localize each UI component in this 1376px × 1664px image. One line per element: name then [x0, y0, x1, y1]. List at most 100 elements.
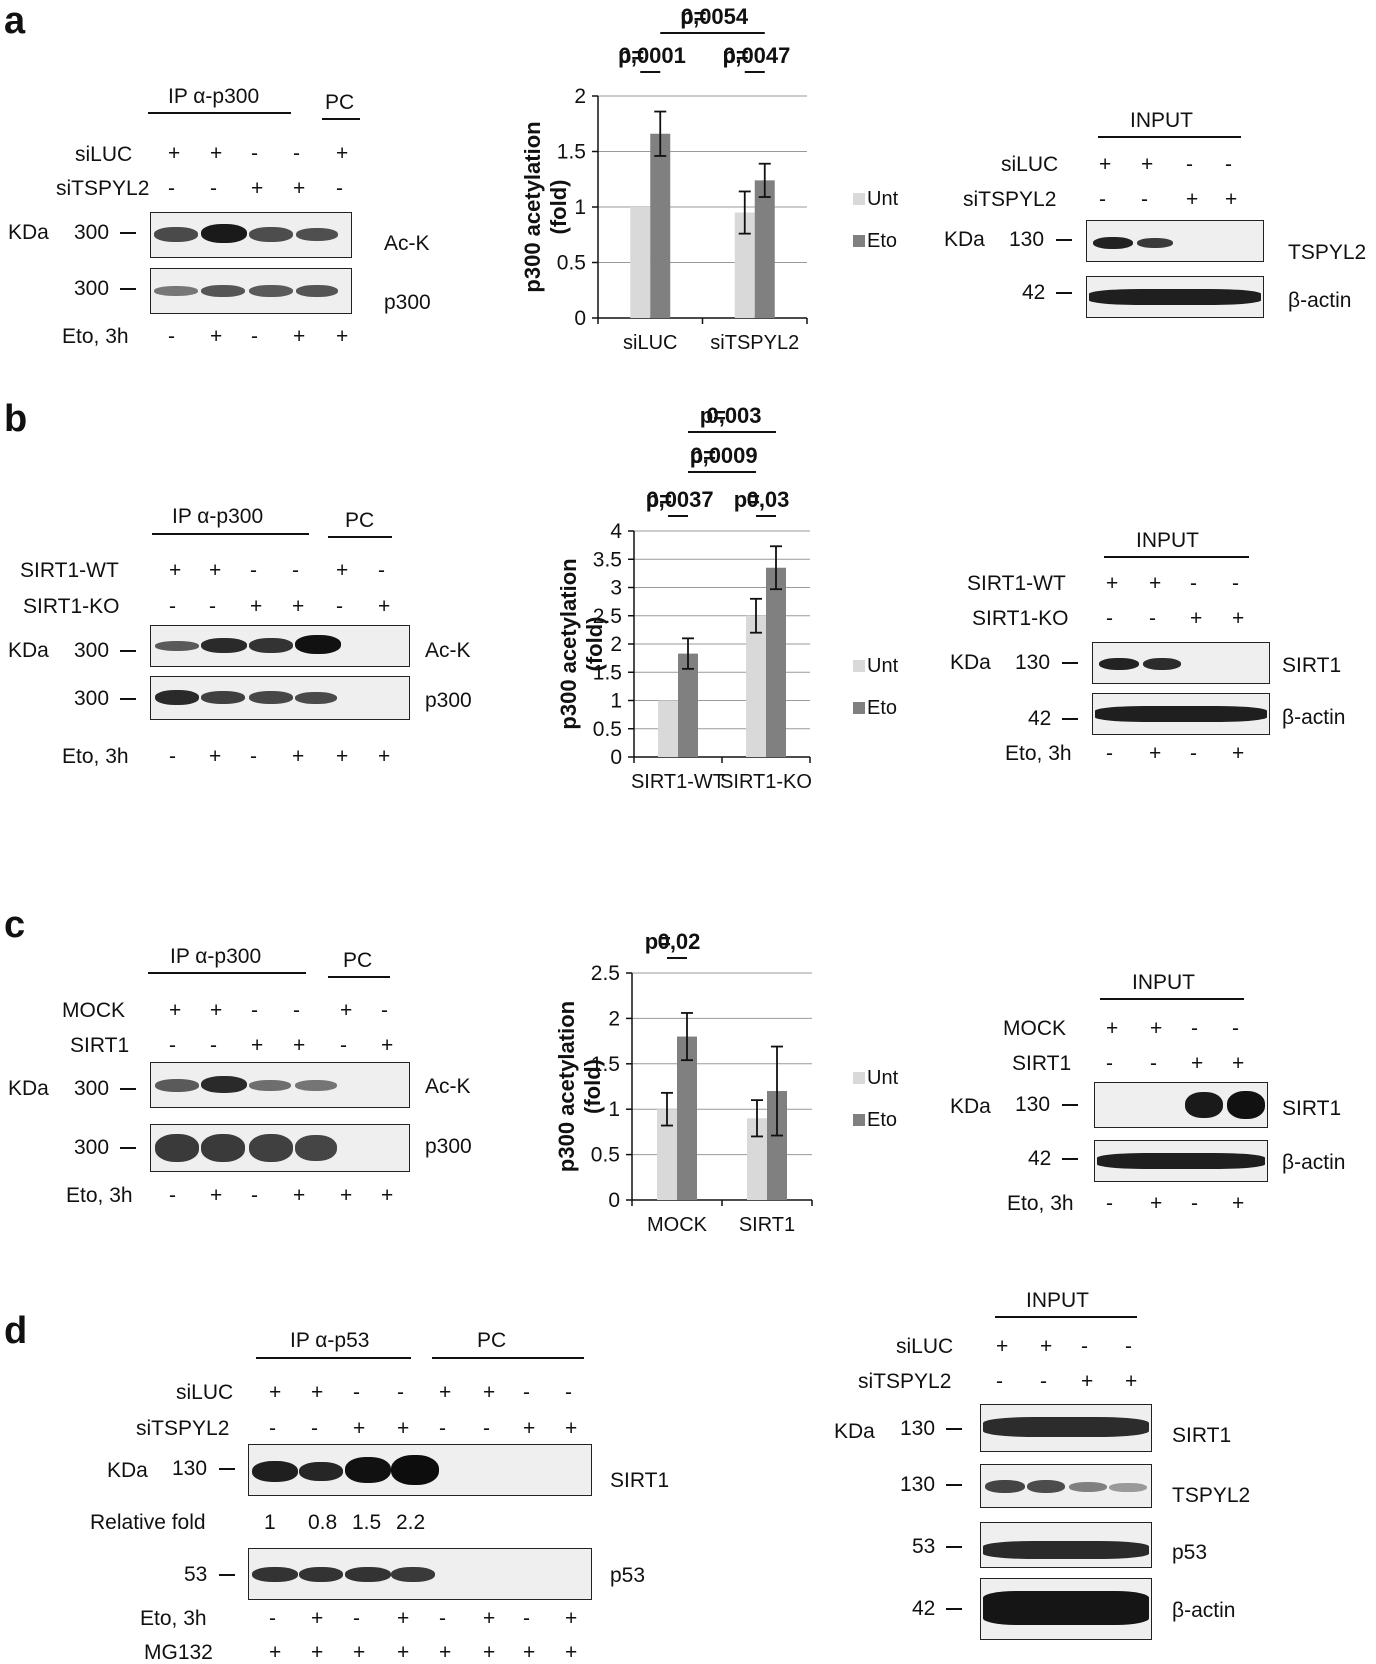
- category-label: MOCK: [647, 1214, 708, 1236]
- relative-fold-value: 2.2: [396, 1511, 426, 1534]
- minus-sign: -: [336, 177, 343, 200]
- blot-actin: [1086, 276, 1264, 318]
- row-label: siLUC: [75, 143, 133, 166]
- kda-label: KDa: [8, 639, 49, 662]
- minus-sign: -: [353, 1607, 360, 1630]
- mw-tick: [1056, 292, 1072, 294]
- minus-sign: -: [1106, 607, 1113, 630]
- mw-tick: [120, 288, 136, 290]
- plus-sign: +: [397, 1417, 410, 1440]
- p-value: 0,003: [706, 403, 761, 428]
- plus-sign: +: [293, 1184, 306, 1207]
- p-label: p=: [646, 487, 672, 512]
- minus-sign: -: [1186, 153, 1193, 176]
- plus-sign: +: [1106, 572, 1119, 595]
- mw-marker: 42: [1028, 707, 1052, 730]
- pc-underline: [322, 118, 360, 120]
- plus-sign: +: [523, 1417, 536, 1440]
- plus-sign: +: [1150, 1192, 1163, 1215]
- ip-title: IP α-p300: [168, 85, 260, 108]
- input-underline: [1104, 556, 1249, 558]
- legend-swatch-unt: [853, 1072, 865, 1084]
- row-label: MOCK: [62, 999, 125, 1022]
- plus-sign: +: [397, 1607, 410, 1630]
- blot-ack: [150, 212, 352, 258]
- plus-sign: +: [397, 1641, 410, 1664]
- plus-sign: +: [378, 745, 391, 768]
- plus-sign: +: [340, 1184, 353, 1207]
- minus-sign: -: [1232, 572, 1239, 595]
- mw-tick: [1056, 239, 1072, 241]
- pc-title: PC: [343, 949, 373, 972]
- p-value: 0,0054: [681, 4, 749, 29]
- bar-unt-sirt1: [747, 1118, 767, 1200]
- minus-sign: -: [1190, 742, 1197, 765]
- plus-sign: +: [1150, 1017, 1163, 1040]
- minus-sign: -: [168, 177, 175, 200]
- p-label: p=: [618, 43, 644, 68]
- blot-label: p53: [1172, 1541, 1208, 1564]
- blot-label: β-actin: [1282, 1151, 1346, 1174]
- blot-sirt1: [980, 1404, 1152, 1452]
- plus-sign: +: [1149, 572, 1162, 595]
- minus-sign: -: [381, 999, 388, 1022]
- plus-sign: +: [565, 1417, 578, 1440]
- blot-ack: [150, 1062, 410, 1108]
- plus-sign: +: [378, 595, 391, 618]
- minus-sign: -: [1081, 1335, 1088, 1358]
- legend-swatch-eto: [853, 235, 865, 247]
- plus-sign: +: [381, 1034, 394, 1057]
- y-tick-label: 1: [608, 1098, 620, 1121]
- minus-sign: -: [293, 999, 300, 1022]
- row-label: siTSPYL2: [136, 1417, 230, 1440]
- plus-sign: +: [1232, 1192, 1245, 1215]
- ip-underline: [256, 1357, 411, 1359]
- minus-sign: -: [251, 325, 258, 348]
- plus-sign: +: [336, 559, 349, 582]
- blot-label: Ac-K: [425, 639, 471, 662]
- blot-label: β-actin: [1288, 289, 1352, 312]
- minus-sign: -: [353, 1381, 360, 1404]
- plus-sign: +: [565, 1607, 578, 1630]
- pc-underline: [432, 1357, 584, 1359]
- mw-tick: [219, 1468, 235, 1470]
- mw-marker: 130: [1009, 228, 1045, 251]
- kda-label: KDa: [8, 221, 49, 244]
- row-label: siTSPYL2: [56, 177, 150, 200]
- blot-p300: [150, 268, 352, 314]
- row-label: MG132: [144, 1641, 213, 1664]
- minus-sign: -: [439, 1607, 446, 1630]
- p-label: p=: [734, 487, 760, 512]
- plus-sign: +: [1190, 607, 1203, 630]
- kda-label: KDa: [950, 1095, 991, 1118]
- plus-sign: +: [1040, 1335, 1053, 1358]
- mw-marker: 300: [74, 277, 110, 300]
- row-label: SIRT1: [70, 1034, 130, 1057]
- input-underline: [995, 1316, 1137, 1318]
- blot-tspyl2: [980, 1464, 1152, 1508]
- minus-sign: -: [1106, 1052, 1113, 1075]
- relative-fold-label: Relative fold: [90, 1511, 206, 1534]
- plus-sign: +: [169, 999, 182, 1022]
- blot-actin: [1092, 693, 1270, 735]
- plus-sign: +: [439, 1381, 452, 1404]
- kda-label: KDa: [107, 1459, 148, 1482]
- plus-sign: +: [336, 325, 349, 348]
- row-label: siTSPYL2: [858, 1370, 952, 1393]
- input-underline: [1100, 998, 1244, 1000]
- y-tick-label: 1.5: [591, 1053, 620, 1076]
- category-label: siLUC: [623, 332, 677, 354]
- row-label: Eto, 3h: [1005, 742, 1072, 765]
- plus-sign: +: [353, 1417, 366, 1440]
- kda-label: KDa: [8, 1077, 49, 1100]
- bar-eto-sirt1-ko: [766, 567, 786, 757]
- blot-p300: [150, 676, 410, 720]
- blot-sirt1: [248, 1444, 592, 1496]
- input-title: INPUT: [1026, 1289, 1089, 1312]
- plus-sign: +: [269, 1381, 282, 1404]
- y-tick-label: 2: [574, 85, 586, 108]
- ip-title: IP α-p53: [290, 1329, 370, 1352]
- y-tick-label: 1: [574, 196, 586, 219]
- mw-marker: 300: [74, 1136, 110, 1159]
